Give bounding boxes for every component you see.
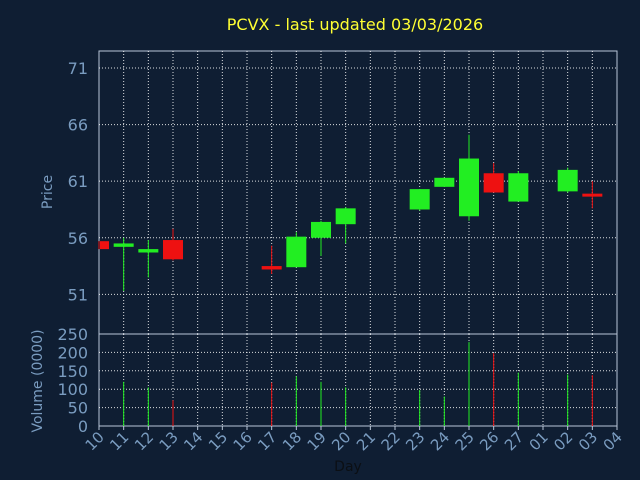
volume-tick-label: 200 — [57, 343, 88, 362]
candle-body — [459, 158, 479, 217]
volume-tick-label: 250 — [57, 325, 88, 344]
candle-body — [261, 266, 282, 270]
price-panel: 51 56 61 66 71 — [68, 50, 618, 335]
candle-body — [582, 193, 603, 197]
candle-body — [311, 221, 331, 238]
candle-body — [483, 173, 504, 193]
volume-tick-label: 0 — [78, 417, 88, 436]
volume-tick-label: 150 — [57, 362, 88, 381]
price-axis-label: Price — [40, 175, 56, 209]
price-tick-label: 71 — [68, 59, 88, 78]
price-tick-label: 51 — [68, 285, 88, 304]
candle-body — [138, 249, 159, 253]
candle-body — [113, 243, 134, 247]
candle-body — [557, 169, 578, 192]
price-tick-label: 61 — [68, 172, 88, 191]
volume-tick-label: 50 — [68, 399, 88, 418]
candle-body — [100, 241, 109, 250]
candle-body — [335, 208, 356, 225]
volume-axis-label: Volume (0000) — [30, 329, 46, 432]
candle-body — [508, 173, 529, 202]
volume-tick-label: 100 — [57, 380, 88, 399]
candle-body — [409, 189, 430, 210]
price-tick-label: 66 — [68, 116, 88, 135]
candle-body — [163, 240, 183, 260]
candle-body — [434, 177, 455, 187]
chart-title: PCVX - last updated 03/03/2026 — [227, 15, 483, 34]
price-tick-label: 56 — [68, 229, 88, 248]
volume-plot-frame — [98, 333, 618, 427]
x-axis-label: Day — [334, 459, 362, 475]
candle-body — [286, 236, 307, 268]
